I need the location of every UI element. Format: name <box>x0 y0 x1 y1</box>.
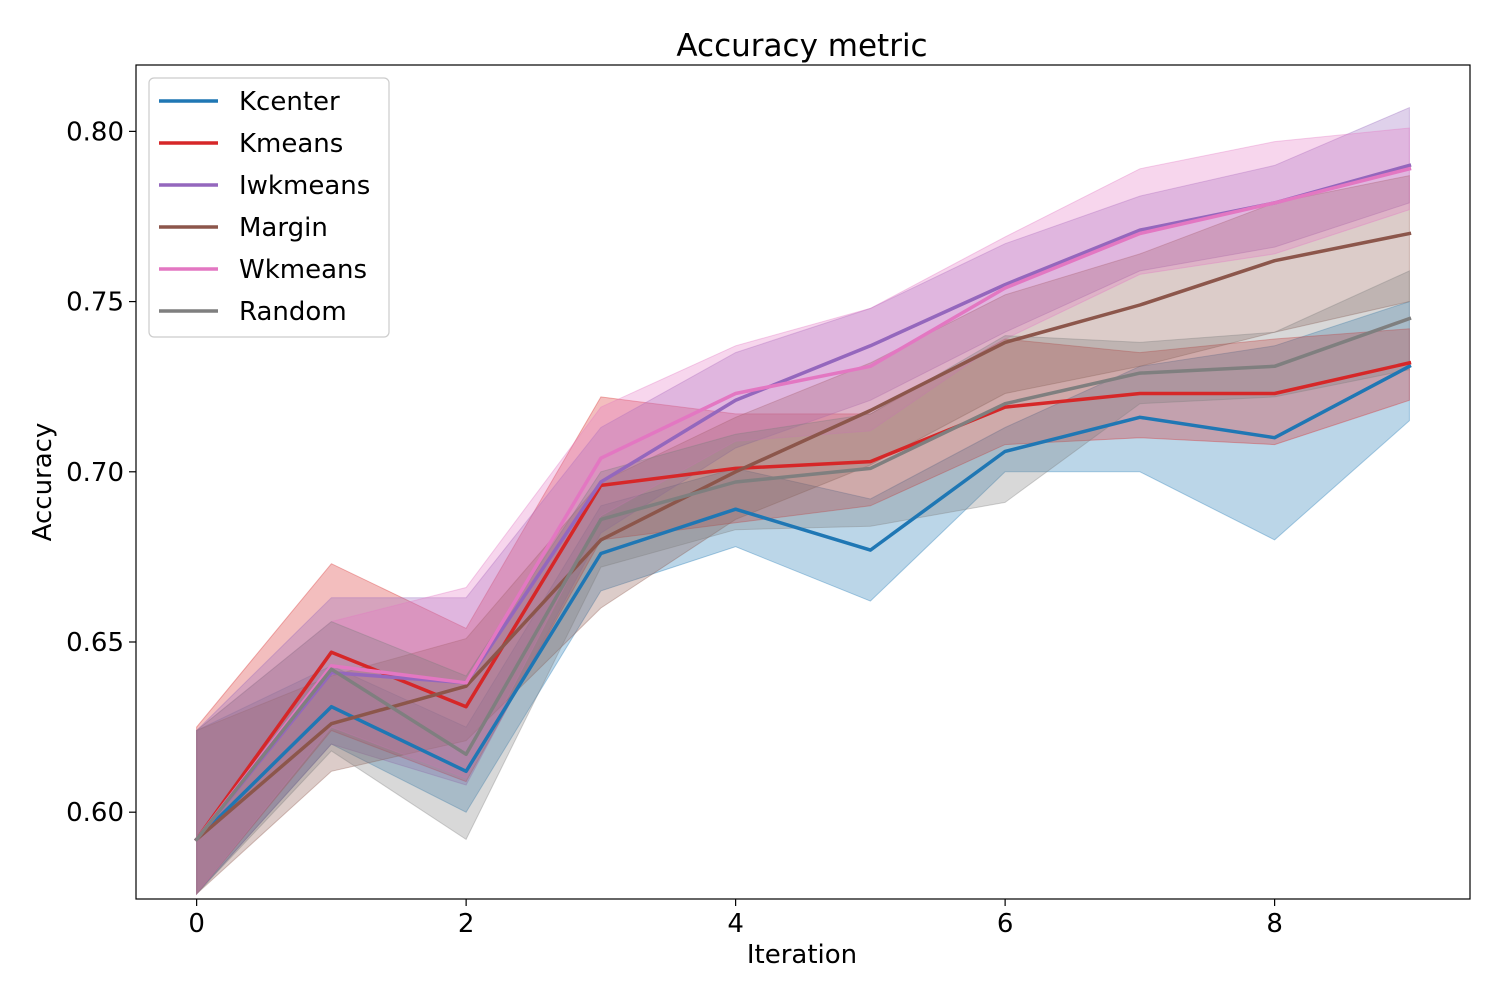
band-wkmeans <box>196 127 1410 896</box>
y-tick-label: 0.75 <box>66 288 124 318</box>
chart-title: Accuracy metric <box>676 28 927 64</box>
legend-label-random: Random <box>239 297 347 327</box>
y-tick-label: 0.65 <box>66 628 124 658</box>
series-line-wkmeans <box>194 166 1412 842</box>
x-tick-label: 2 <box>458 909 475 939</box>
x-axis-label: Iteration <box>747 940 857 970</box>
legend-label-kcenter: Kcenter <box>239 87 340 117</box>
plot-frame <box>135 64 1471 900</box>
series-line-random <box>194 316 1412 842</box>
x-tick-label: 4 <box>727 909 744 939</box>
legend: Kcenter Kmeans Iwkmeans Margin Wkmeans Random <box>148 77 390 338</box>
y-axis-label: Accuracy <box>28 423 58 542</box>
x-tick-label: 6 <box>997 909 1014 939</box>
y-tick-label: 0.80 <box>66 117 124 147</box>
legend-label-kmeans: Kmeans <box>239 129 343 159</box>
y-tick-label: 0.70 <box>66 458 124 488</box>
x-tick-label: 0 <box>188 909 205 939</box>
legend-label-iwkmeans: Iwkmeans <box>239 171 370 201</box>
legend-label-margin: Margin <box>239 213 328 243</box>
axis-ticks: 0 2 4 6 8 0.60 0.65 0.70 0.75 0.80 <box>66 117 1283 939</box>
legend-label-wkmeans: Wkmeans <box>239 255 367 285</box>
series-line-margin <box>194 231 1412 842</box>
y-tick-label: 0.60 <box>66 798 124 828</box>
band-kcenter <box>196 300 1410 896</box>
x-tick-label: 8 <box>1266 909 1283 939</box>
series-lines <box>194 163 1412 842</box>
series-line-kcenter <box>194 363 1412 842</box>
